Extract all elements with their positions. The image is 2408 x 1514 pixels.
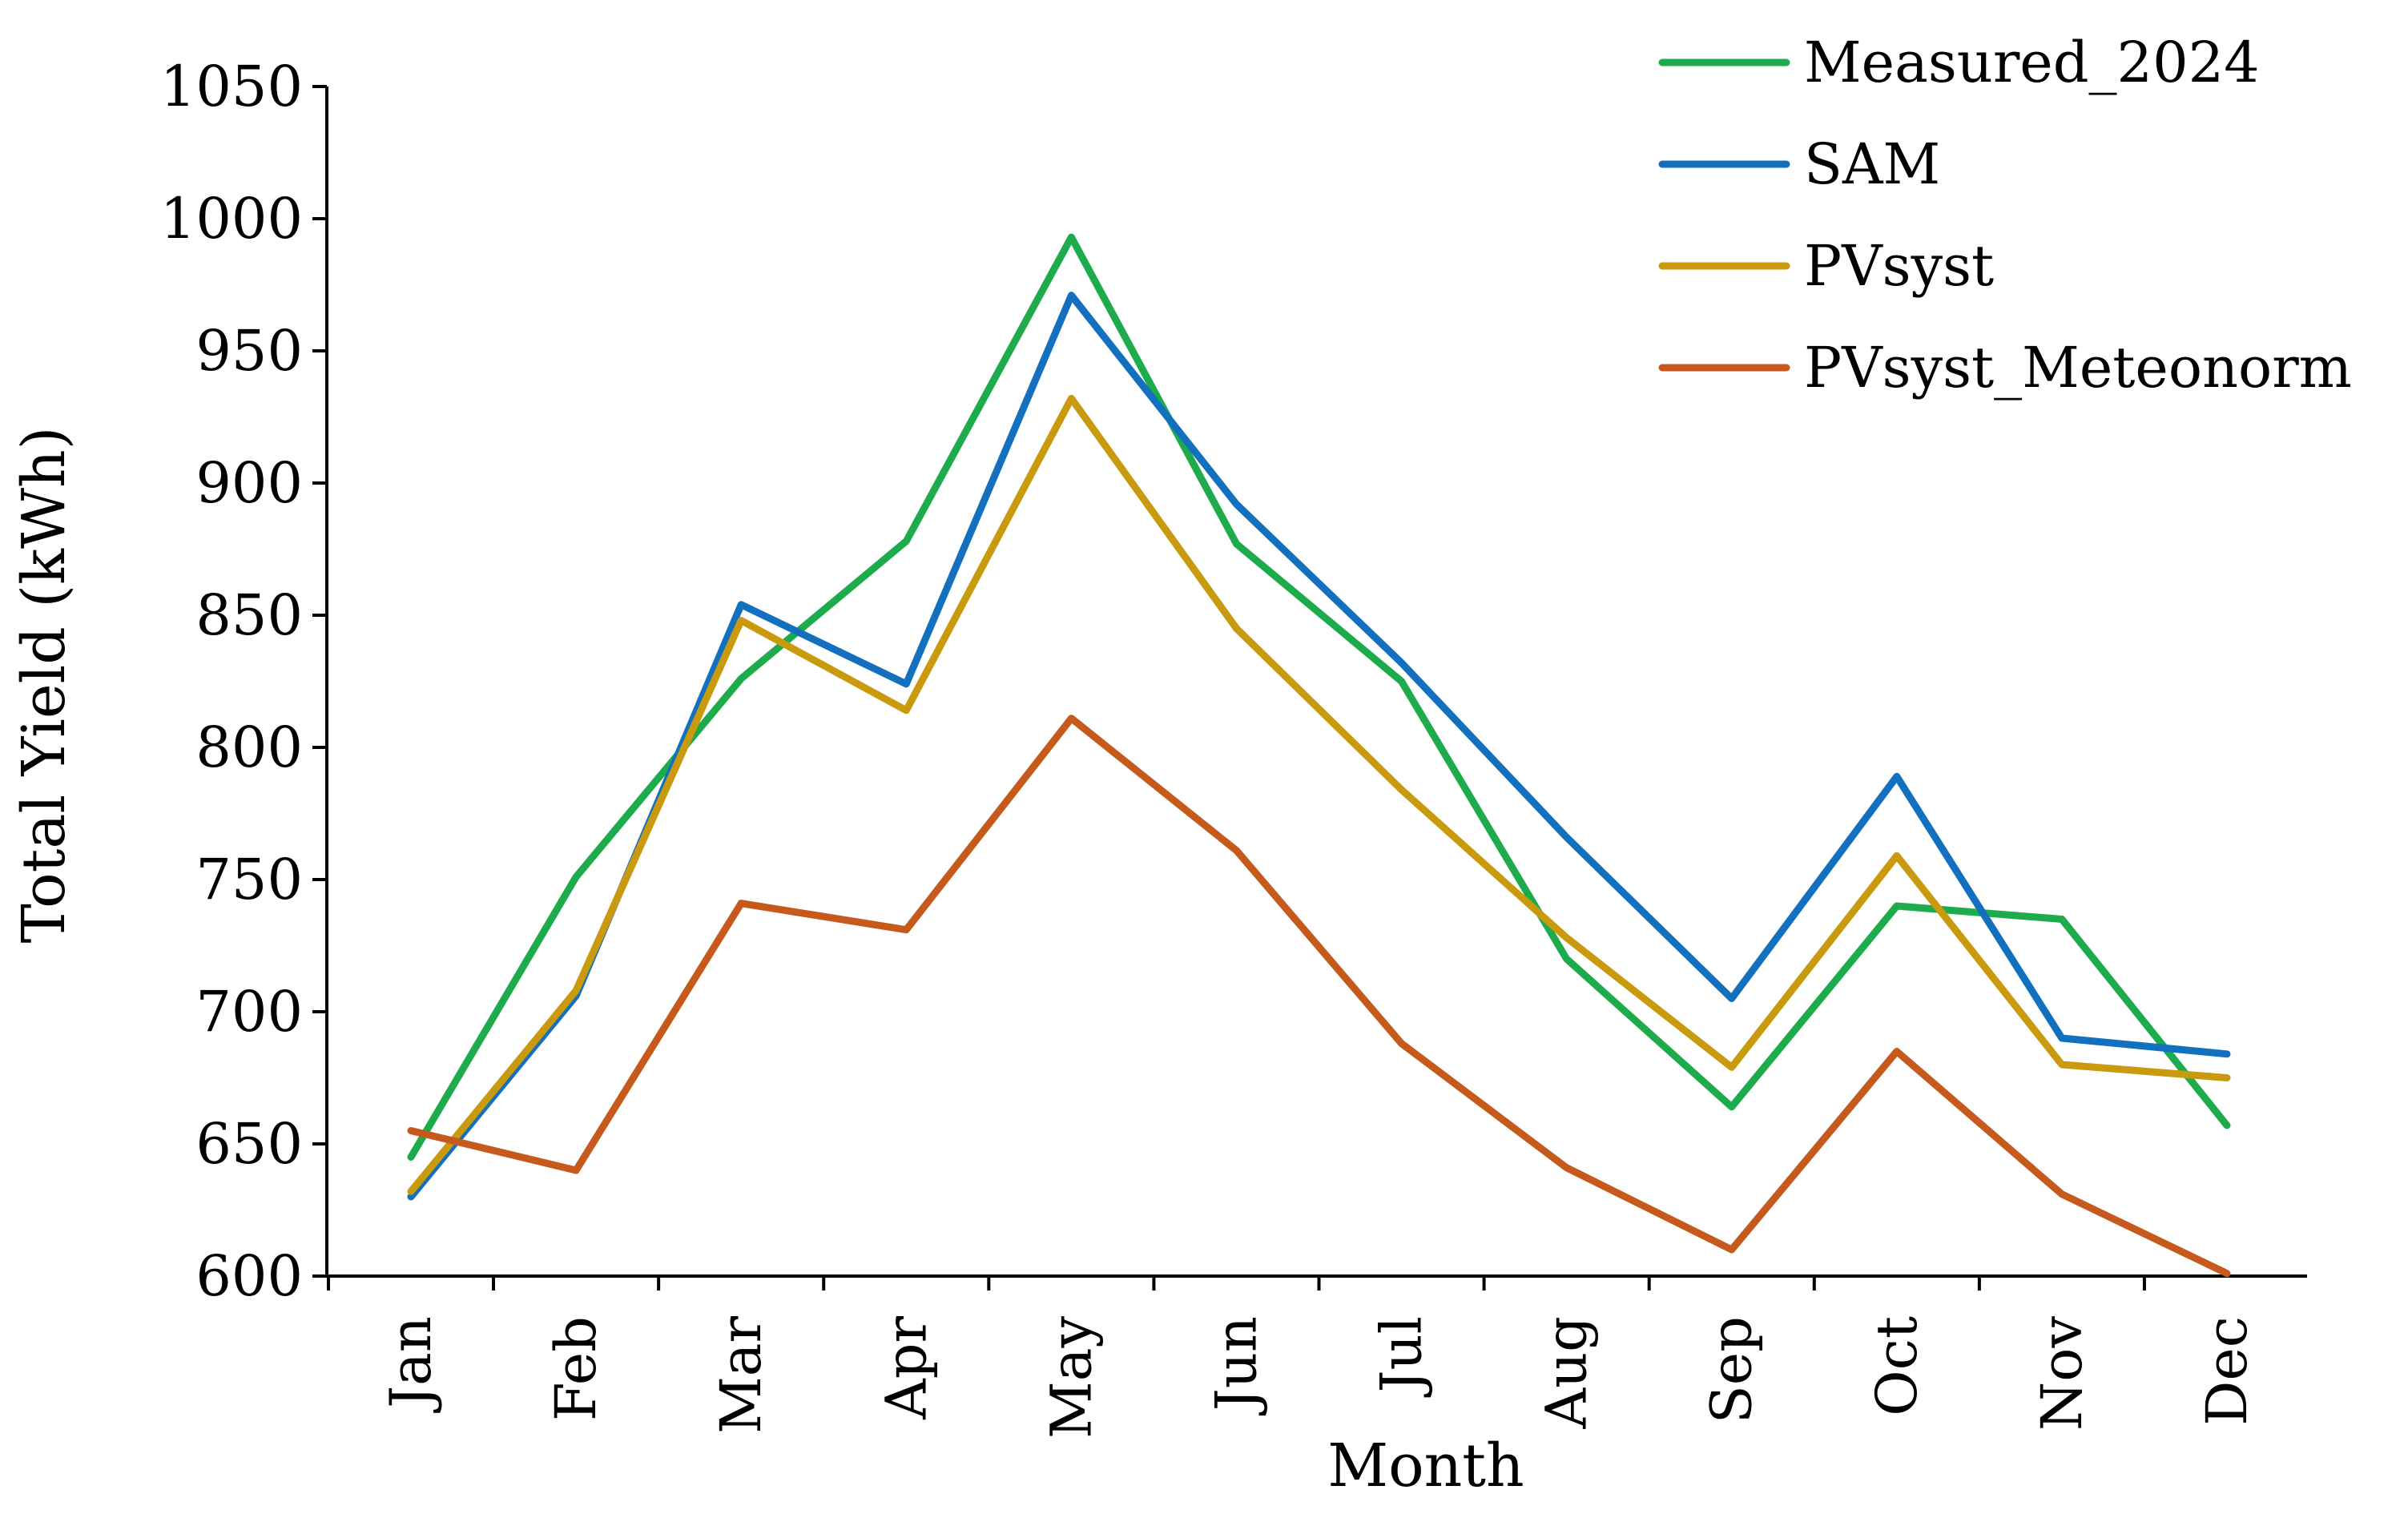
series-line-measured-2024 bbox=[407, 233, 2231, 1161]
y-tick-label: 1050 bbox=[160, 54, 303, 119]
x-tick-label-apr: Apr bbox=[873, 1315, 939, 1419]
legend-label-sam: SAM bbox=[1804, 131, 1940, 197]
x-tick-label-jan: Jan bbox=[378, 1316, 444, 1413]
series-line-pvsyst bbox=[407, 394, 2231, 1195]
y-axis-title: Total Yield (kWh) bbox=[10, 426, 79, 943]
legend-label-pvsyst: PVsyst bbox=[1804, 233, 1994, 299]
legend-label-pvsyst-meteonorm: PVsyst_Meteonorm bbox=[1804, 335, 2352, 401]
x-tick-label-jul: Jul bbox=[1369, 1316, 1435, 1398]
series-group bbox=[407, 233, 2231, 1278]
y-tick-label: 850 bbox=[195, 582, 303, 648]
x-tick-label-jun: Jun bbox=[1203, 1316, 1269, 1415]
x-tick-label-may: May bbox=[1038, 1316, 1104, 1439]
series-line-sam bbox=[407, 292, 2231, 1201]
series-line-pvsyst-meteonorm bbox=[407, 715, 2231, 1278]
x-tick-label-aug: Aug bbox=[1534, 1316, 1600, 1429]
y-tick-label: 900 bbox=[195, 450, 303, 516]
x-tick-label-feb: Feb bbox=[543, 1316, 609, 1421]
legend: Measured_2024 SAM PVsyst PVsyst_Meteonorm bbox=[1658, 30, 2352, 401]
legend-label-measured-2024: Measured_2024 bbox=[1804, 30, 2260, 95]
x-tick-label-mar: Mar bbox=[708, 1315, 774, 1433]
axes: 600 650 700 750 800 850 900 950 1000 1050 Jan Feb Ma… bbox=[160, 54, 2307, 1439]
y-tick-label: 750 bbox=[195, 847, 303, 912]
x-axis-title: Month bbox=[1327, 1431, 1524, 1500]
y-tick-label: 950 bbox=[195, 318, 303, 384]
y-tick-label: 700 bbox=[195, 979, 303, 1045]
x-tick-label-dec: Dec bbox=[2194, 1316, 2260, 1426]
y-tick-label: 800 bbox=[195, 715, 303, 780]
x-tick-label-oct: Oct bbox=[1864, 1316, 1930, 1416]
x-tick-label-sep: Sep bbox=[1699, 1316, 1765, 1423]
y-tick-label: 600 bbox=[195, 1243, 303, 1309]
y-tick-label: 650 bbox=[195, 1111, 303, 1177]
x-tick-label-nov: Nov bbox=[2029, 1316, 2095, 1431]
y-tick-label: 1000 bbox=[160, 186, 303, 252]
